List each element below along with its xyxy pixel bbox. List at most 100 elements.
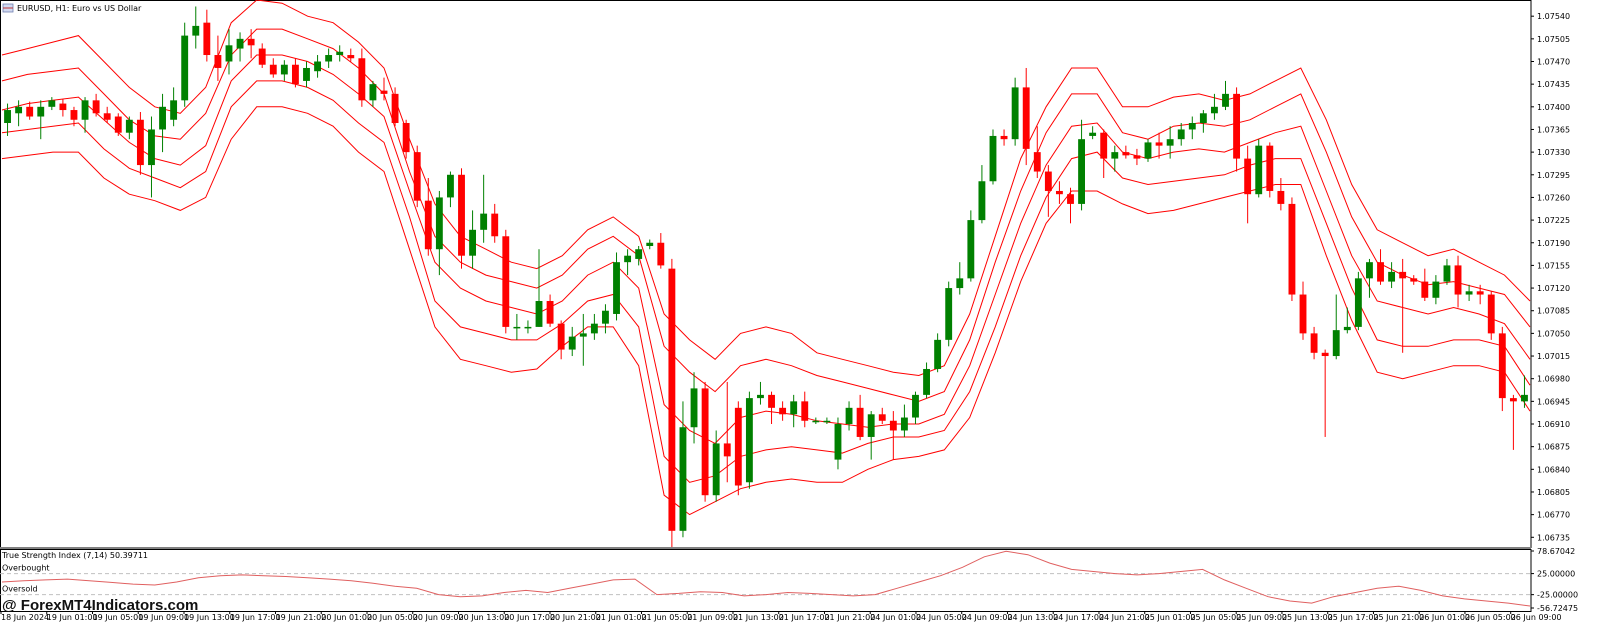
candle-body (148, 129, 155, 166)
candle (712, 430, 720, 502)
candle-body (325, 55, 333, 62)
candle (1144, 139, 1152, 162)
candle-body (1354, 278, 1362, 327)
candle (1177, 122, 1185, 146)
candle (1388, 262, 1396, 289)
candle (768, 391, 775, 425)
candle (37, 100, 45, 140)
candle (1122, 145, 1130, 159)
price-tick-label: 1.07085 (1537, 307, 1570, 316)
candle-body (1133, 155, 1141, 159)
tsi-tick-label: -25.00000 (1537, 591, 1578, 600)
candle (1000, 129, 1008, 146)
candle-body (1521, 394, 1528, 402)
price-tick-label: 1.06805 (1537, 488, 1570, 497)
candle-body (1288, 203, 1296, 295)
candle-body (1343, 326, 1351, 331)
price-tick-label: 1.06980 (1537, 375, 1570, 384)
candle (613, 252, 620, 321)
candle (48, 97, 56, 111)
candle-body (823, 420, 831, 423)
candle (757, 381, 764, 405)
candle (26, 101, 34, 120)
candle (1188, 116, 1196, 140)
candle (70, 106, 78, 127)
candle-body (1000, 135, 1008, 140)
candle-body (1122, 152, 1130, 156)
candle-body (1465, 291, 1473, 295)
candle (1111, 145, 1119, 172)
symbol-title-text: EURUSD, H1: Euro vs US Dollar (17, 4, 142, 13)
candle-body (1388, 271, 1396, 282)
time-tick-label: 25 Jun 17:00 (1328, 613, 1379, 622)
candle (325, 48, 333, 68)
candle-body (856, 407, 864, 437)
candle (413, 145, 421, 208)
price-tick-label: 1.07120 (1537, 284, 1570, 293)
band-lower1 (1, 80, 1531, 483)
candle-body (170, 100, 178, 120)
time-tick-label: 21 Jun 17:00 (779, 613, 830, 622)
candle (856, 394, 864, 441)
candle-body (369, 84, 377, 101)
candle (4, 103, 11, 136)
candle (1155, 132, 1163, 159)
candle (247, 29, 255, 59)
candle (1078, 119, 1085, 211)
candle-body (945, 288, 953, 340)
candle-body (845, 407, 853, 425)
candle-body (81, 100, 89, 120)
candle-body (413, 152, 421, 201)
candle-body (590, 323, 598, 334)
time-tick-label: 26 Jun 09:00 (1511, 613, 1562, 622)
candle-body (1266, 145, 1274, 191)
price-axis[interactable]: 1.07540 1.07505 1.07470 1.07435 1.07400 1.073… (1531, 12, 1570, 542)
candle-body (314, 61, 321, 72)
candle (1521, 375, 1528, 408)
candle-body (1332, 330, 1340, 357)
watermark: @ ForexMT4Indicators.com (2, 597, 198, 614)
candle-body (745, 398, 753, 483)
candle (878, 407, 886, 425)
candle (1421, 268, 1429, 302)
candle (790, 394, 798, 428)
candle (170, 87, 178, 127)
price-tick-label: 1.06840 (1537, 465, 1570, 474)
candle-body (624, 255, 632, 263)
candle-body (1022, 87, 1030, 149)
candle-body (1277, 190, 1285, 204)
candle (568, 326, 576, 357)
candle-body (934, 339, 942, 369)
candle-body (1476, 291, 1484, 295)
candle-body (635, 249, 643, 259)
candle (912, 391, 919, 425)
candle (225, 29, 233, 75)
candle-body (1044, 171, 1052, 191)
candle (1366, 258, 1373, 298)
time-tick-label: 19 Jun 09:00 (138, 613, 189, 622)
candle-body (247, 38, 255, 46)
price-tick-label: 1.07155 (1537, 261, 1570, 270)
candle-body (1055, 190, 1063, 195)
tsi-indicator-pane[interactable]: True Strength Index (7,14) 50.39711 Overb… (0, 547, 1578, 613)
time-tick-label: 21 Jun 01:00 (596, 613, 647, 622)
time-tick-label: 20 Jun 21:00 (550, 613, 601, 622)
candle (336, 45, 344, 62)
candle (812, 417, 820, 425)
candle-body (1233, 93, 1241, 159)
candle (989, 129, 997, 185)
candle (1011, 77, 1019, 146)
price-tick-label: 1.07295 (1537, 171, 1570, 180)
main-chart-pane[interactable] (0, 0, 1532, 612)
candle (447, 171, 454, 208)
candle (391, 87, 399, 127)
candle-body (1366, 262, 1373, 279)
candle (845, 401, 853, 431)
candle (502, 229, 510, 334)
time-tick-label: 19 Jun 17:00 (230, 613, 281, 622)
candle (1498, 326, 1506, 412)
time-tick-label: 20 Jun 17:00 (504, 613, 555, 622)
candle-body (1067, 194, 1074, 204)
